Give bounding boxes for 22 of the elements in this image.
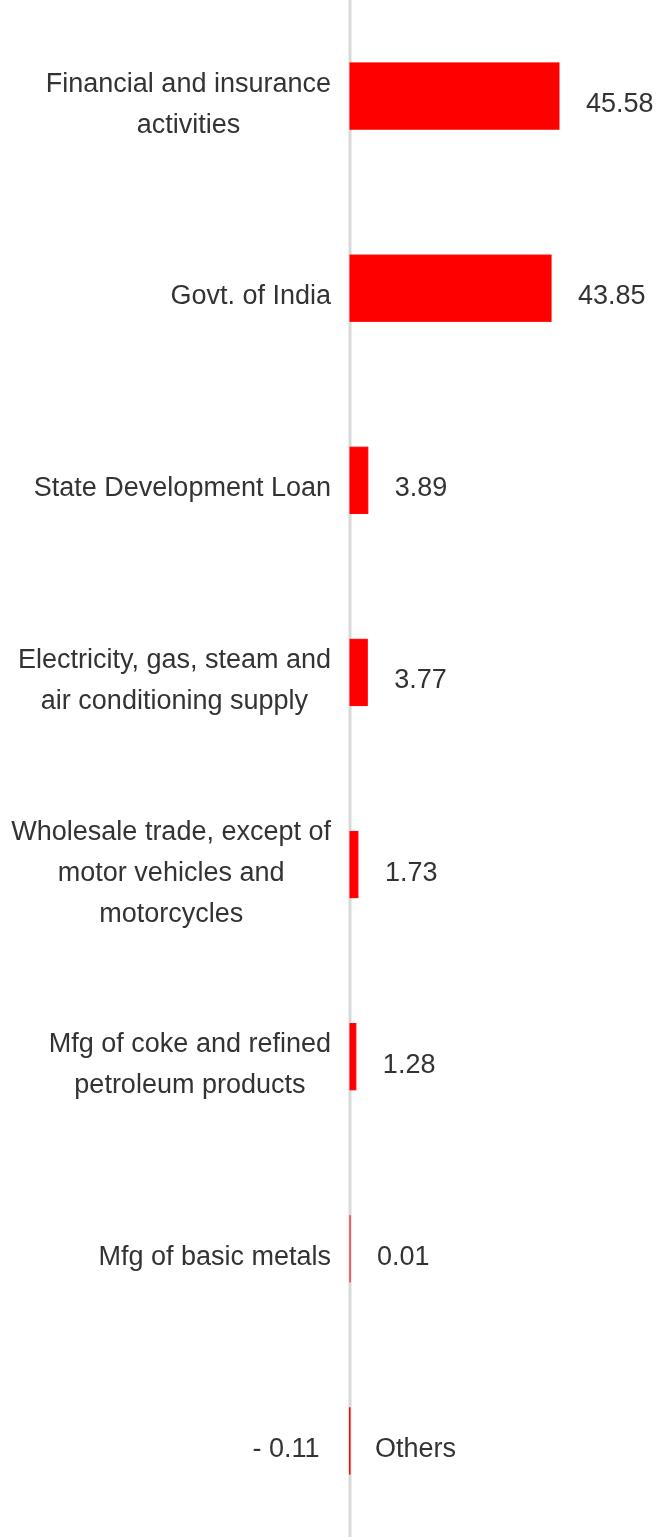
data-label: 3.77 xyxy=(394,664,447,695)
y-tick-label: Mfg of basic metals xyxy=(98,1240,331,1271)
data-label: 0.01 xyxy=(377,1240,430,1271)
y-tick-label: Financial and insurance activities xyxy=(45,67,332,139)
y-tick-label: Others xyxy=(375,1432,457,1463)
data-label: 43.85 xyxy=(578,280,646,311)
y-tick-label: Mfg of coke and refined petroleum products xyxy=(48,1028,331,1100)
data-label: - 0.11 xyxy=(252,1432,320,1463)
bar xyxy=(349,446,369,514)
bar xyxy=(349,1023,357,1091)
y-tick-label: Electricity, gas, steam and air conditioning supply xyxy=(17,643,331,715)
bar xyxy=(349,62,560,130)
data-label: 3.89 xyxy=(394,472,448,503)
data-label: 1.73 xyxy=(384,856,438,887)
y-tick-label: Wholesale trade, except of motor vehicles and motorcycles xyxy=(11,815,332,928)
data-label: 1.28 xyxy=(382,1048,436,1079)
y-tick-label: State Development Loan xyxy=(33,472,331,503)
y-tick-label: Govt. of India xyxy=(170,280,332,311)
bar xyxy=(349,638,368,707)
data-label: 45.58 xyxy=(586,88,654,119)
bar xyxy=(349,254,552,322)
bar xyxy=(349,830,359,899)
